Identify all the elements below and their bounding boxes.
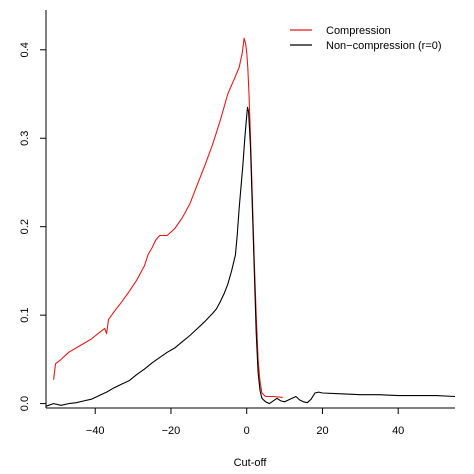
x-tick-label: 40 [392,425,404,437]
series-line-compression [53,37,283,398]
x-tick-label: 0 [244,425,250,437]
legend-label-non-compression: Non−compression (r=0) [326,40,442,52]
plot-area [45,10,455,409]
x-tick-label: 20 [316,425,328,437]
legend: Compression Non−compression (r=0) [290,25,442,52]
x-tick-label: −20 [162,425,181,437]
x-axis-ticks: −40 −20 0 20 40 [86,408,404,437]
series-line-non-compression [45,106,456,407]
legend-label-compression: Compression [326,25,391,37]
y-tick-label: 0.2 [19,219,31,234]
y-axis-ticks: 0.0 0.1 0.2 0.3 0.4 [19,42,46,411]
y-tick-label: 0.4 [19,42,31,57]
x-axis-title: Cut-off [234,457,268,469]
y-tick-label: 0.3 [19,131,31,146]
y-tick-label: 0.0 [19,396,31,411]
series-layer [45,37,456,407]
x-tick-label: −40 [86,425,105,437]
y-tick-label: 0.1 [19,307,31,322]
